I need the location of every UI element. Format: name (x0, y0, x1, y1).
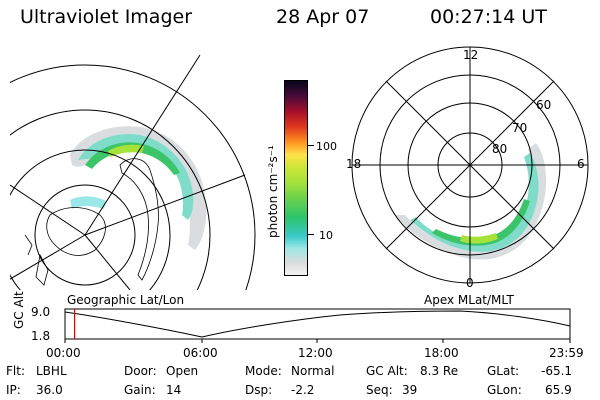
aurora-oval (395, 143, 547, 260)
flt-value: LBHL (36, 364, 67, 378)
door-label: Door: (124, 364, 157, 378)
gcalt-value: 8.3 Re (420, 364, 459, 378)
altitude-ylabel: GC Alt (12, 291, 26, 329)
dsp-label: Dsp: (245, 383, 273, 397)
colorbar-tick (308, 234, 314, 235)
altitude-xtick: 06:00 (183, 346, 218, 360)
dsp-value: -2.2 (291, 383, 315, 397)
mlt-label-6: 6 (577, 157, 585, 171)
geographic-map (10, 54, 256, 290)
altitude-xtick: 23:59 (549, 346, 584, 360)
date-label: 28 Apr 07 (276, 6, 370, 28)
glat-label: GLat: (487, 364, 520, 378)
seq-value: 39 (402, 383, 418, 397)
altitude-xtick: 18:00 (424, 346, 459, 360)
altitude-xtick: 12:00 (298, 346, 333, 360)
apex-polar-map (351, 46, 589, 284)
mlat-label-70: 70 (512, 121, 528, 135)
mlt-label-18: 18 (346, 157, 362, 171)
seq-label: Seq: (366, 383, 393, 397)
gain-label: Gain: (124, 383, 156, 397)
mode-value: Normal (291, 364, 335, 378)
glat-value: -65.1 (541, 364, 573, 378)
glon-label: GLon: (487, 383, 522, 397)
geographic-label: Geographic Lat/Lon (67, 293, 185, 307)
door-value: Open (166, 364, 199, 378)
colorbar-tick-label: 10 (319, 229, 333, 242)
altitude-curve (64, 310, 571, 338)
altitude-ytick: 9.0 (31, 305, 51, 319)
page-title: Ultraviolet Imager (20, 6, 193, 28)
altitude-ytick: 1.8 (31, 329, 51, 343)
apex-label: Apex MLat/MLT (424, 293, 514, 307)
ip-label: IP: (6, 383, 21, 397)
gain-value: 14 (166, 383, 182, 397)
mlt-label-12: 12 (463, 48, 479, 62)
mlat-label-80: 80 (492, 142, 508, 156)
altitude-xtick: 00:00 (46, 346, 81, 360)
ip-value: 36.0 (36, 383, 63, 397)
colorbar-tick (308, 145, 314, 146)
flt-label: Flt: (6, 364, 25, 378)
gcalt-label: GC Alt: (366, 364, 408, 378)
mlt-label-0: 0 (466, 276, 474, 290)
colorbar-tick-label: 100 (316, 140, 337, 153)
colorbar (284, 80, 308, 276)
aurora-oval (70, 126, 207, 250)
glon-value: 65.9 (545, 383, 572, 397)
altitude-plot (64, 308, 571, 343)
mode-label: Mode: (245, 364, 282, 378)
mlat-label-60: 60 (536, 98, 552, 112)
time-label: 00:27:14 UT (430, 6, 547, 28)
colorbar-unit-label: photon cm⁻²s⁻¹ (266, 145, 280, 238)
